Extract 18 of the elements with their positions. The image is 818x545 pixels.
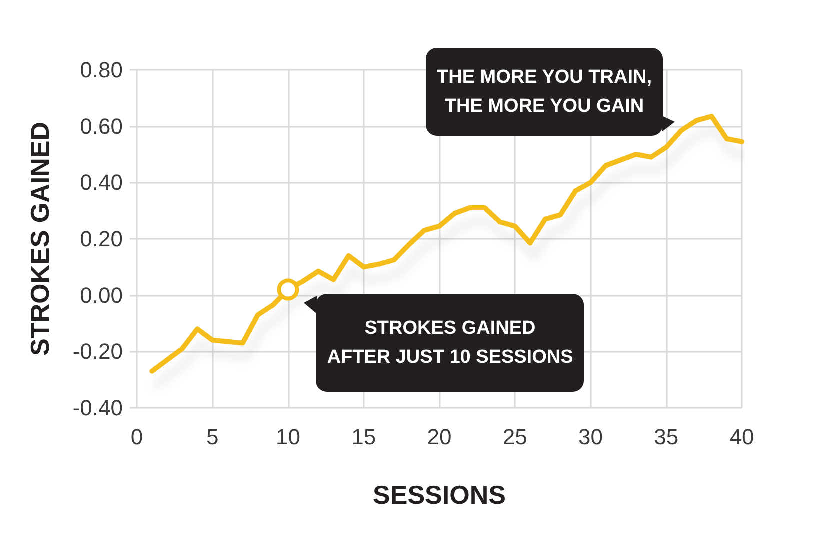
x-tick-label: 0: [130, 424, 144, 450]
x-tick-label: 20: [427, 424, 452, 450]
x-axis-title: SESSIONS: [373, 480, 506, 510]
x-tick-label: 40: [730, 424, 754, 450]
y-tick-label: -0.40: [72, 396, 123, 420]
x-tick-label: 10: [276, 424, 300, 450]
x-tick-label: 15: [352, 424, 376, 450]
y-axis-title: STROKES GAINED: [25, 122, 55, 356]
x-tick-label: 35: [654, 424, 679, 450]
x-tick-label: 5: [206, 424, 219, 450]
y-tick-label: 0.00: [80, 282, 123, 308]
y-tick-label: 0.20: [80, 226, 123, 252]
y-tick-label: 0.40: [80, 170, 123, 196]
x-tick-label: 30: [578, 424, 603, 450]
y-tick-label: 0.60: [80, 114, 123, 139]
y-tick-label: -0.20: [72, 339, 123, 364]
y-tick-label: 0.80: [80, 58, 123, 82]
x-tick-label: 25: [502, 424, 528, 450]
